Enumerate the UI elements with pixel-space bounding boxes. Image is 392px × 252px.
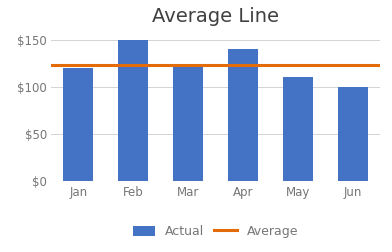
Title: Average Line: Average Line bbox=[152, 7, 279, 26]
Bar bbox=[338, 87, 368, 181]
Bar bbox=[118, 40, 148, 181]
Bar bbox=[283, 78, 313, 181]
Bar bbox=[228, 49, 258, 181]
Legend: Actual, Average: Actual, Average bbox=[128, 220, 303, 243]
Bar bbox=[64, 68, 94, 181]
Bar bbox=[173, 66, 203, 181]
